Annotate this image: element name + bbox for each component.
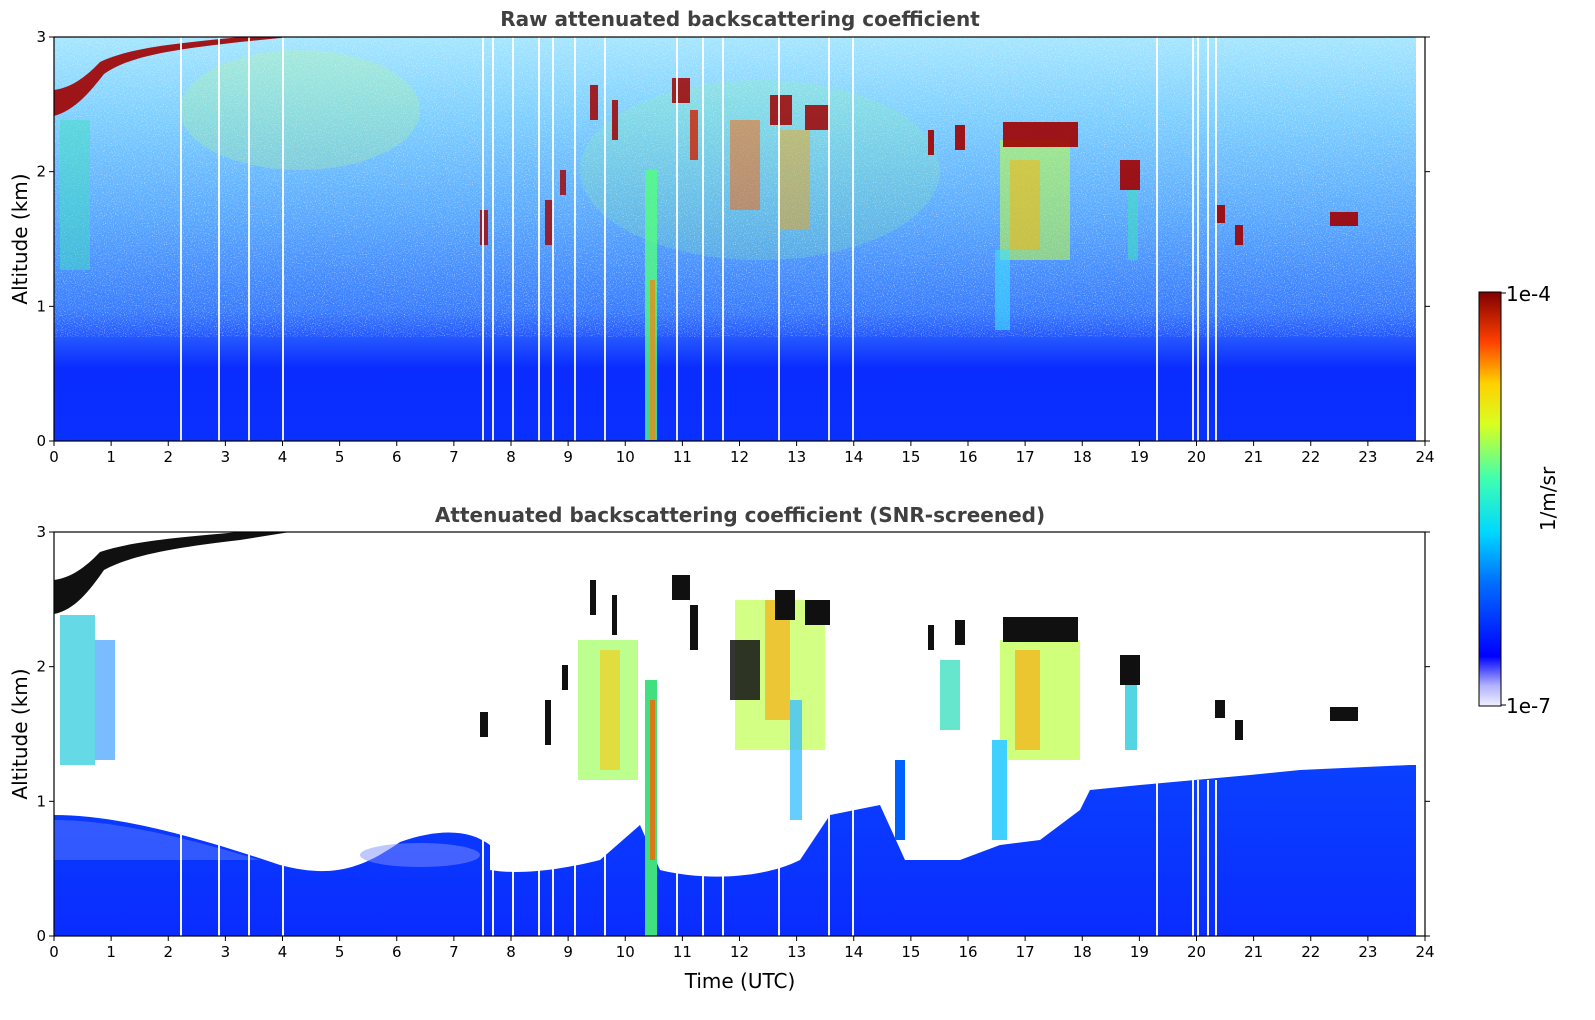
screened-x-tick-label: 18 (1073, 943, 1092, 961)
screened-x-tick-label: 19 (1130, 943, 1149, 961)
screened-y-tick-label: 0 (36, 927, 46, 945)
raw-x-tick-label: 4 (278, 448, 288, 466)
screened-x-tick-label: 21 (1244, 943, 1263, 961)
colorbar-max-label: 1e-4 (1506, 282, 1551, 306)
screened-x-tick-label: 24 (1415, 943, 1434, 961)
raw-x-tick-label: 16 (958, 448, 977, 466)
raw-x-tick-label: 22 (1301, 448, 1320, 466)
raw-x-tick-label: 21 (1244, 448, 1263, 466)
raw-x-tick-label: 12 (730, 448, 749, 466)
raw-x-tick-label: 3 (221, 448, 231, 466)
screened-x-tick-label: 5 (335, 943, 345, 961)
screened-x-tick-label: 10 (616, 943, 635, 961)
panel-raw-title: Raw attenuated backscattering coefficien… (500, 7, 980, 31)
panel-screened-title: Attenuated backscattering coefficient (S… (435, 503, 1045, 527)
screened-x-tick-label: 17 (1016, 943, 1035, 961)
panel-screened-ylabel: Altitude (km) (8, 668, 32, 799)
panel-screened: Attenuated backscattering coefficient (S… (8, 503, 1435, 993)
screened-x-tick-label: 12 (730, 943, 749, 961)
raw-x-tick-label: 11 (673, 448, 692, 466)
raw-x-tick-label: 2 (163, 448, 173, 466)
raw-y-tick-label: 2 (36, 163, 46, 181)
screened-x-tick-label: 7 (449, 943, 459, 961)
screened-x-tick-label: 20 (1187, 943, 1206, 961)
raw-y-tick-label: 0 (36, 432, 46, 450)
raw-x-tick-label: 9 (563, 448, 573, 466)
raw-x-tick-label: 13 (787, 448, 806, 466)
screened-x-tick-label: 15 (901, 943, 920, 961)
raw-y-tick-label: 3 (36, 28, 46, 46)
raw-x-tick-label: 14 (844, 448, 863, 466)
raw-x-tick-label: 10 (616, 448, 635, 466)
screened-x-tick-label: 23 (1358, 943, 1377, 961)
raw-x-tick-label: 17 (1016, 448, 1035, 466)
raw-x-tick-label: 7 (449, 448, 459, 466)
screened-x-tick-label: 22 (1301, 943, 1320, 961)
panel-raw-heatmap (54, 37, 1416, 441)
screened-x-tick-label: 9 (563, 943, 573, 961)
screened-y-tick-label: 1 (36, 792, 46, 810)
panel-raw-ticks: 0 1 2 3 4 5 6 7 8 9 10 11 12 13 14 15 16 17 18 19 20 21 22 23 24… (36, 28, 1434, 466)
raw-x-tick-label: 20 (1187, 448, 1206, 466)
colorbar: 1e-4 1e-7 1/m/sr (1478, 282, 1560, 718)
screened-x-tick-label: 4 (278, 943, 288, 961)
colorbar-gradient (1478, 291, 1502, 707)
screened-y-tick-label: 2 (36, 658, 46, 676)
raw-x-tick-label: 8 (506, 448, 516, 466)
panel-raw-ylabel: Altitude (km) (8, 173, 32, 304)
screened-x-tick-label: 13 (787, 943, 806, 961)
raw-x-tick-label: 24 (1415, 448, 1434, 466)
screened-x-tick-label: 3 (221, 943, 231, 961)
screened-x-tick-label: 1 (106, 943, 116, 961)
raw-x-tick-label: 6 (392, 448, 402, 466)
colorbar-min-label: 1e-7 (1506, 694, 1551, 718)
screened-x-tick-label: 0 (49, 943, 59, 961)
screened-x-tick-label: 16 (958, 943, 977, 961)
raw-x-tick-label: 15 (901, 448, 920, 466)
panel-screened-heatmap (54, 532, 1425, 936)
raw-x-tick-label: 5 (335, 448, 345, 466)
screened-x-tick-label: 14 (844, 943, 863, 961)
raw-x-tick-label: 23 (1358, 448, 1377, 466)
panel-screened-ticks: 0 1 2 3 4 5 6 7 8 9 10 11 12 13 14 15 16 17 18 19 20 21 22 23 24… (36, 523, 1434, 961)
raw-x-tick-label: 0 (49, 448, 59, 466)
raw-x-tick-label: 18 (1073, 448, 1092, 466)
panel-screened-xlabel: Time (UTC) (684, 969, 796, 993)
colorbar-label: 1/m/sr (1536, 466, 1560, 531)
raw-x-tick-label: 1 (106, 448, 116, 466)
screened-x-tick-label: 11 (673, 943, 692, 961)
raw-y-tick-label: 1 (36, 297, 46, 315)
screened-x-tick-label: 6 (392, 943, 402, 961)
screened-x-tick-label: 8 (506, 943, 516, 961)
screened-y-tick-label: 3 (36, 523, 46, 541)
panel-raw: Raw attenuated backscattering coefficien… (8, 7, 1435, 466)
raw-x-tick-label: 19 (1130, 448, 1149, 466)
screened-x-tick-label: 2 (163, 943, 173, 961)
